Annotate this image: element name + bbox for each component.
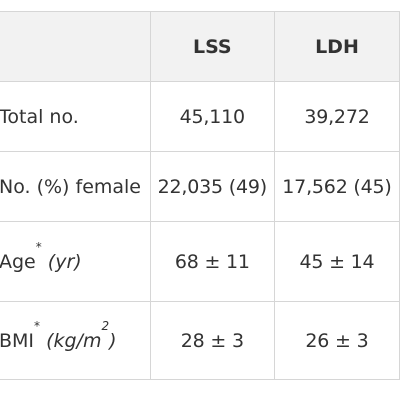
header-empty: [0, 11, 151, 82]
unit-prefix: (kg/m: [46, 329, 102, 352]
row-label-text: Total no.: [0, 105, 79, 128]
cell-ldh: 26 ± 3: [273, 301, 400, 380]
footnote-marker: *: [34, 318, 41, 333]
cell-lss: 22,035 (49): [149, 151, 275, 222]
cell-lss: 28 ± 3: [149, 301, 275, 380]
table-row: Total no. 45,110 39,272: [0, 81, 400, 152]
row-label-text: BMI: [0, 329, 35, 352]
row-label: No. (%) female: [0, 151, 151, 222]
row-label-text: Age: [0, 250, 36, 273]
table-header-row: LSS LDH: [0, 11, 400, 82]
row-label-text: No. (%) female: [0, 175, 141, 198]
row-label: Age* (yr): [0, 221, 151, 302]
data-table: LSS LDH Total no. 45,110 39,272 No. (%) …: [0, 11, 400, 380]
header-lss: LSS: [149, 11, 275, 82]
cell-ldh: 39,272: [273, 81, 400, 152]
row-label: Total no.: [0, 81, 151, 152]
row-label-composite: Age* (yr): [0, 241, 82, 273]
header-ldh: LDH: [273, 11, 400, 82]
row-label: BMI* (kg/m2): [0, 301, 151, 380]
cell-ldh: 45 ± 14: [273, 221, 400, 302]
table-row: BMI* (kg/m2) 28 ± 3 26 ± 3: [0, 301, 400, 380]
cell-ldh: 17,562 (45): [273, 151, 400, 222]
table-row: No. (%) female 22,035 (49) 17,562 (45): [0, 151, 400, 222]
table-row: Age* (yr) 68 ± 11 45 ± 14: [0, 221, 400, 302]
footnote-marker: *: [35, 239, 42, 254]
row-label-unit: (yr): [47, 250, 82, 273]
unit-exponent: 2: [101, 318, 110, 333]
unit-suffix: ): [109, 329, 117, 352]
row-label-unit: (kg/m2): [46, 320, 117, 352]
row-label-composite: BMI* (kg/m2): [0, 320, 117, 352]
cell-lss: 45,110: [149, 81, 275, 152]
cell-lss: 68 ± 11: [149, 221, 275, 302]
